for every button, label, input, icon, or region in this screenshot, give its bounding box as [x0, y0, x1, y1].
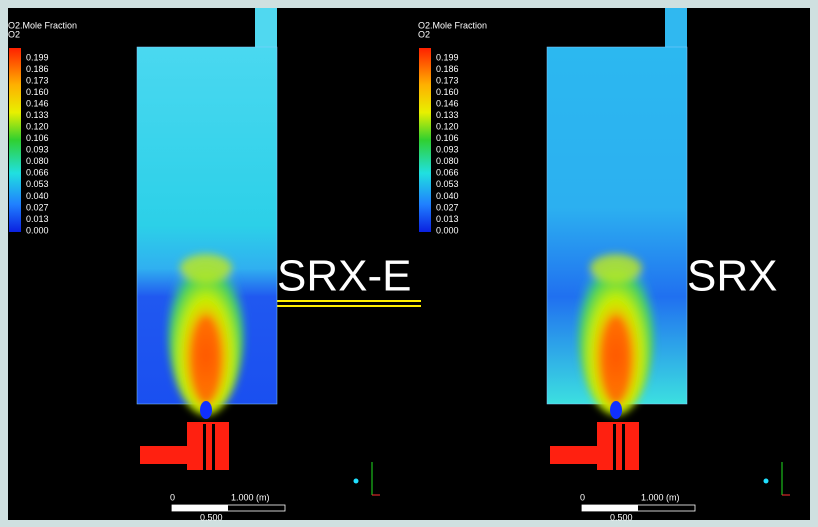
scale-start: 0: [580, 492, 585, 502]
burner-slot: [212, 424, 215, 470]
legend-label: 0.080: [436, 156, 459, 166]
legend-label: 0.199: [26, 52, 49, 62]
flame-top: [180, 254, 232, 282]
legend-label: 0.146: [436, 99, 459, 109]
burner-slot: [203, 424, 206, 470]
legend-label: 0.120: [26, 122, 49, 132]
legend-label: 0.053: [436, 179, 459, 189]
legend-label: 0.106: [26, 133, 49, 143]
legend-subtitle: O2: [418, 29, 430, 39]
legend-label: 0.160: [436, 87, 459, 97]
legend-label: 0.133: [26, 110, 49, 120]
legend-label: 0.186: [436, 64, 459, 74]
scale-end: 1.000 (m): [231, 492, 270, 502]
flame-core: [190, 315, 222, 405]
legend-label: 0.040: [436, 191, 459, 201]
legend-label: 0.027: [436, 202, 459, 212]
legend-label: 0.000: [436, 225, 459, 235]
flame: [168, 245, 244, 415]
flame-top: [590, 254, 642, 282]
legend-label: 0.120: [436, 122, 459, 132]
legend-bar: [419, 48, 431, 232]
axis-z: [354, 479, 359, 484]
flame: [578, 245, 654, 415]
burner-body: [187, 422, 229, 470]
scale-start: 0: [170, 492, 175, 502]
scale-mid: 0.500: [610, 512, 633, 522]
legend-label: 0.160: [26, 87, 49, 97]
legend-label: 0.173: [436, 75, 459, 85]
burner-pipe: [140, 446, 190, 464]
legend-bar: [9, 48, 21, 232]
chimney: [665, 8, 687, 48]
legend-label: 0.080: [26, 156, 49, 166]
nozzle: [200, 401, 212, 419]
legend-label: 0.106: [436, 133, 459, 143]
scale-mid: 0.500: [200, 512, 223, 522]
legend-label: 0.027: [26, 202, 49, 212]
legend-label: 0.040: [26, 191, 49, 201]
legend-label: 0.173: [26, 75, 49, 85]
legend-label: 0.199: [436, 52, 459, 62]
legend-label: 0.000: [26, 225, 49, 235]
screenshot: O2.Mole FractionO20.1990.1860.1730.1600.…: [0, 0, 818, 527]
chimney: [255, 8, 277, 48]
legend-label: 0.133: [436, 110, 459, 120]
case-label: SRX-E: [277, 252, 411, 301]
case-label: SRX: [687, 252, 777, 301]
legend-label: 0.013: [26, 214, 49, 224]
scale-bar-half: [172, 505, 228, 511]
axis-z: [764, 479, 769, 484]
burner-body: [597, 422, 639, 470]
burner-pipe: [550, 446, 600, 464]
flame-core: [600, 315, 632, 405]
legend-label: 0.066: [26, 168, 49, 178]
legend-label: 0.186: [26, 64, 49, 74]
legend-label: 0.146: [26, 99, 49, 109]
scale-end: 1.000 (m): [641, 492, 680, 502]
legend-label: 0.093: [436, 145, 459, 155]
nozzle: [610, 401, 622, 419]
legend-label: 0.066: [436, 168, 459, 178]
legend-label: 0.093: [26, 145, 49, 155]
legend-label: 0.013: [436, 214, 459, 224]
burner-slot: [613, 424, 616, 470]
scale-bar-half: [582, 505, 638, 511]
burner-slot: [622, 424, 625, 470]
legend-label: 0.053: [26, 179, 49, 189]
legend-subtitle: O2: [8, 29, 20, 39]
